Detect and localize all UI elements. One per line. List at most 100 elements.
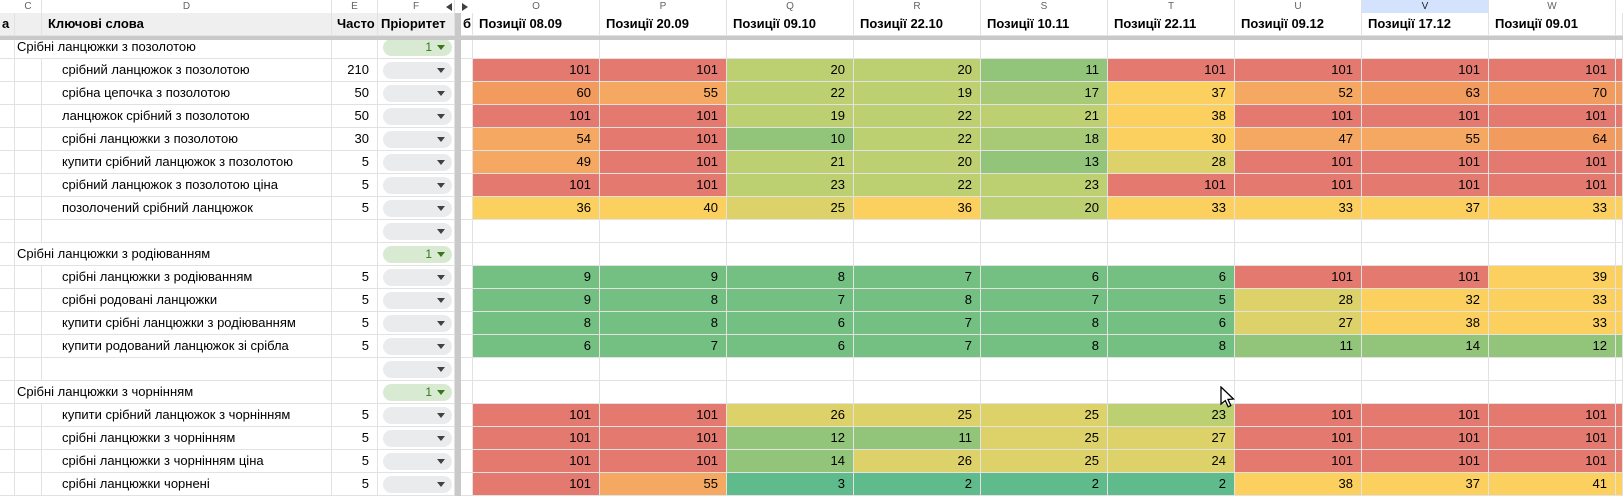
- position-cell[interactable]: 7: [854, 312, 981, 335]
- priority-dropdown[interactable]: 1: [383, 384, 452, 401]
- priority-dropdown[interactable]: [383, 338, 452, 355]
- frequency-cell[interactable]: [332, 381, 378, 404]
- priority-dropdown[interactable]: [383, 200, 452, 217]
- frequency-cell[interactable]: 5: [332, 197, 378, 220]
- priority-dropdown[interactable]: [383, 453, 452, 470]
- position-cell[interactable]: 101: [473, 427, 600, 450]
- position-cell[interactable]: 55: [600, 82, 727, 105]
- header-position[interactable]: Позиції 22.10: [854, 13, 981, 36]
- empty-cell[interactable]: [0, 197, 15, 220]
- empty-cell[interactable]: [42, 358, 332, 381]
- position-cell[interactable]: 101: [1235, 174, 1362, 197]
- position-cell[interactable]: 2: [1108, 473, 1235, 496]
- position-cell[interactable]: 7: [854, 335, 981, 358]
- position-cell[interactable]: [981, 358, 1108, 381]
- position-cell[interactable]: [981, 36, 1108, 59]
- header-position[interactable]: Позиції 09.01: [1489, 13, 1616, 36]
- position-cell[interactable]: 101: [1235, 151, 1362, 174]
- priority-dropdown[interactable]: [383, 476, 452, 493]
- frequency-cell[interactable]: 5: [332, 427, 378, 450]
- position-cell[interactable]: 21: [981, 105, 1108, 128]
- keyword-cell[interactable]: срібні ланцюжки чорнені: [42, 473, 332, 496]
- empty-cell[interactable]: [0, 59, 15, 82]
- position-cell[interactable]: 101: [600, 427, 727, 450]
- sliver-cell[interactable]: [461, 427, 473, 450]
- frequency-cell[interactable]: 50: [332, 82, 378, 105]
- sliver-cell[interactable]: [461, 381, 473, 404]
- sliver-cell[interactable]: [461, 289, 473, 312]
- position-cell[interactable]: [600, 220, 727, 243]
- empty-cell[interactable]: [0, 427, 15, 450]
- position-cell[interactable]: 27: [1108, 427, 1235, 450]
- frequency-cell[interactable]: [332, 36, 378, 59]
- position-cell[interactable]: 7: [981, 289, 1108, 312]
- header-position[interactable]: Позиції 10.11: [981, 13, 1108, 36]
- sliver-cell[interactable]: [1616, 151, 1623, 174]
- empty-cell[interactable]: [42, 220, 332, 243]
- empty-cell[interactable]: [0, 358, 15, 381]
- priority-dropdown[interactable]: [383, 292, 452, 309]
- sliver-cell[interactable]: [461, 358, 473, 381]
- header-priority[interactable]: Пріоритет: [378, 13, 455, 36]
- column-letter[interactable]: W: [1489, 0, 1616, 13]
- position-cell[interactable]: 101: [600, 59, 727, 82]
- position-cell[interactable]: 7: [727, 289, 854, 312]
- sliver-cell[interactable]: [1616, 335, 1623, 358]
- position-cell[interactable]: 27: [1235, 312, 1362, 335]
- sliver-cell[interactable]: [1616, 220, 1623, 243]
- header-position[interactable]: Позиції 17.12: [1362, 13, 1489, 36]
- column-letter[interactable]: O: [473, 0, 600, 13]
- position-cell[interactable]: 101: [1362, 404, 1489, 427]
- position-cell[interactable]: [1489, 243, 1616, 266]
- position-cell[interactable]: 20: [727, 59, 854, 82]
- empty-cell[interactable]: [15, 128, 42, 151]
- frequency-cell[interactable]: 5: [332, 473, 378, 496]
- position-cell[interactable]: 5: [1108, 289, 1235, 312]
- empty-cell[interactable]: [15, 312, 42, 335]
- header-position[interactable]: Позиції 08.09: [473, 13, 600, 36]
- sliver-cell[interactable]: [461, 36, 473, 59]
- priority-dropdown[interactable]: [383, 361, 452, 378]
- sliver-cell[interactable]: [461, 266, 473, 289]
- sliver-cell[interactable]: [461, 128, 473, 151]
- position-cell[interactable]: 22: [854, 128, 981, 151]
- sliver-cell[interactable]: [1616, 197, 1623, 220]
- column-letter[interactable]: Q: [727, 0, 854, 13]
- header-partial[interactable]: а: [0, 13, 15, 36]
- header-frequency[interactable]: Часто: [332, 13, 378, 36]
- priority-dropdown[interactable]: [383, 177, 452, 194]
- position-cell[interactable]: [1489, 36, 1616, 59]
- empty-cell[interactable]: [15, 427, 42, 450]
- column-letter[interactable]: C: [15, 0, 42, 13]
- position-cell[interactable]: 37: [1108, 82, 1235, 105]
- position-cell[interactable]: 6: [473, 335, 600, 358]
- position-cell[interactable]: 33: [1489, 289, 1616, 312]
- position-cell[interactable]: 17: [981, 82, 1108, 105]
- position-cell[interactable]: 6: [727, 335, 854, 358]
- frequency-cell[interactable]: 5: [332, 450, 378, 473]
- position-cell[interactable]: 8: [473, 312, 600, 335]
- position-cell[interactable]: 101: [1235, 266, 1362, 289]
- frequency-cell[interactable]: 5: [332, 335, 378, 358]
- position-cell[interactable]: [1235, 243, 1362, 266]
- header-keywords[interactable]: Ключові слова: [42, 13, 332, 36]
- sliver-cell[interactable]: [1616, 381, 1623, 404]
- position-cell[interactable]: 101: [600, 174, 727, 197]
- position-cell[interactable]: [1108, 358, 1235, 381]
- position-cell[interactable]: 101: [1108, 59, 1235, 82]
- position-cell[interactable]: 14: [1362, 335, 1489, 358]
- position-cell[interactable]: [1362, 381, 1489, 404]
- position-cell[interactable]: 54: [473, 128, 600, 151]
- empty-cell[interactable]: [0, 174, 15, 197]
- position-cell[interactable]: [1362, 358, 1489, 381]
- position-cell[interactable]: 14: [727, 450, 854, 473]
- position-cell[interactable]: 32: [1362, 289, 1489, 312]
- position-cell[interactable]: [854, 36, 981, 59]
- empty-cell[interactable]: [15, 335, 42, 358]
- position-cell[interactable]: 63: [1362, 82, 1489, 105]
- position-cell[interactable]: 40: [600, 197, 727, 220]
- frequency-cell[interactable]: [332, 220, 378, 243]
- position-cell[interactable]: 41: [1489, 473, 1616, 496]
- keyword-cell[interactable]: срібні ланцюжки з позолотою: [42, 128, 332, 151]
- priority-dropdown[interactable]: [383, 315, 452, 332]
